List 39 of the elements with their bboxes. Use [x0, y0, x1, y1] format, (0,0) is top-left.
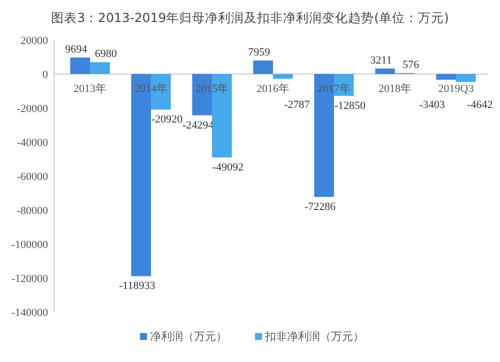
y-tick-label: -80000	[16, 205, 48, 217]
y-tick-label: -120000	[11, 273, 48, 285]
bar	[90, 62, 110, 74]
data-label: -12850	[334, 100, 366, 112]
x-tick-label: 2019Q3	[438, 83, 474, 95]
bar	[456, 74, 476, 82]
data-label: -72286	[304, 200, 336, 213]
y-tick-label: -60000	[16, 171, 48, 183]
data-label: 7959	[248, 46, 271, 58]
x-tick-label: 2013年	[74, 83, 107, 95]
y-tick-label: -40000	[16, 137, 48, 149]
data-label: -4642	[467, 99, 493, 111]
data-label: -3403	[419, 99, 446, 111]
y-tick-label: 20000	[20, 35, 48, 47]
y-tick-label: -100000	[11, 239, 48, 251]
data-label: -20920	[151, 114, 184, 126]
y-tick-label: -20000	[16, 103, 48, 115]
bar	[375, 68, 395, 74]
data-label: 3211	[370, 54, 392, 67]
bar	[253, 60, 273, 74]
x-tick-label: 2015年	[196, 83, 229, 95]
y-tick-label: 0	[42, 69, 48, 81]
bar	[273, 74, 293, 79]
legend-label: 净利润（万元）	[150, 330, 227, 343]
data-label: 576	[402, 59, 420, 72]
y-tick-label: -140000	[11, 307, 48, 319]
data-label: 9694	[65, 44, 88, 56]
x-tick-label: 2014年	[134, 83, 168, 95]
chart-title: 图表3：2013-2019年归母净利润及扣非净利润变化趋势(单位：万元)	[51, 10, 449, 25]
data-label: -49092	[212, 161, 244, 174]
data-label: -118933	[118, 280, 156, 292]
x-tick-label: 2017年	[317, 83, 350, 95]
legend-label: 扣非净利润（万元）	[264, 330, 364, 343]
data-label: -2787	[284, 99, 310, 111]
data-label: 6980	[94, 48, 118, 60]
bar	[70, 58, 90, 74]
x-tick-label: 2018年	[378, 83, 412, 95]
x-tick-label: 2016年	[256, 83, 290, 95]
bar	[436, 74, 456, 80]
